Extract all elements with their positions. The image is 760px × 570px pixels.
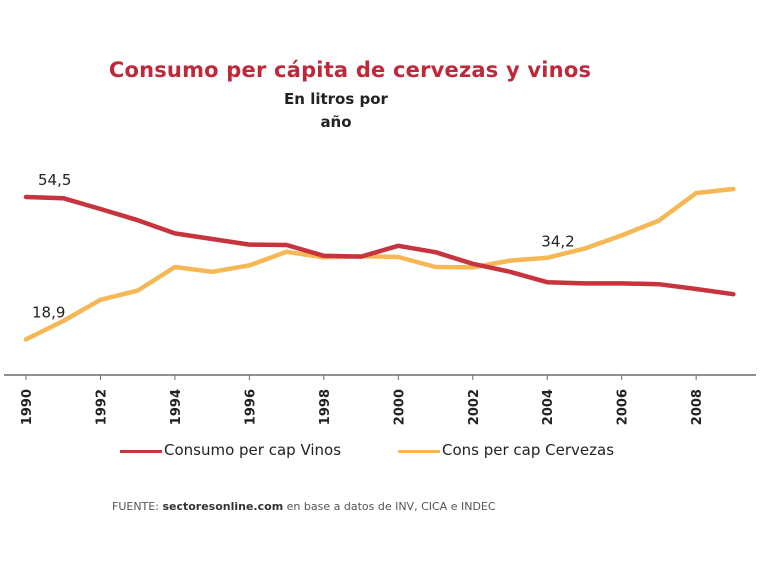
chart-subtitle-line-1: En litros por xyxy=(284,90,388,108)
source-rest: en base a datos de INV, CICA e INDEC xyxy=(283,500,496,513)
series-line-vinos xyxy=(23,194,736,297)
x-tick-label: 2002 xyxy=(467,389,482,425)
x-tick-label: 2000 xyxy=(392,389,407,425)
chart-subtitle-line-2: año xyxy=(320,113,352,131)
data-label: 18,9 xyxy=(32,303,65,321)
data-label: 34,2 xyxy=(541,233,574,251)
x-tick-label: 1994 xyxy=(169,389,184,425)
x-tick-label: 1992 xyxy=(94,389,109,425)
x-tick-label: 1990 xyxy=(20,389,35,425)
x-tick-label: 1998 xyxy=(318,389,333,425)
source-site: sectoresonline.com xyxy=(162,500,284,513)
data-label: 54,5 xyxy=(38,171,71,189)
x-tick-label: 2008 xyxy=(690,389,705,425)
legend-label-vinos: Consumo per cap Vinos xyxy=(164,441,342,459)
source-prefix: FUENTE: xyxy=(112,500,163,513)
legend-swatch-vinos xyxy=(120,450,162,453)
legend-label-cervezas: Cons per cap Cervezas xyxy=(442,441,615,459)
source-note: FUENTE: sectoresonline.com en base a dat… xyxy=(112,500,496,513)
series-line-cervezas xyxy=(23,186,736,342)
x-tick-label: 1996 xyxy=(243,389,258,425)
x-tick-label: 2006 xyxy=(616,389,631,425)
x-tick-label: 2004 xyxy=(541,389,556,425)
chart-title: Consumo per cápita de cervezas y vinos xyxy=(108,58,592,82)
legend-swatch-cervezas xyxy=(398,450,440,453)
